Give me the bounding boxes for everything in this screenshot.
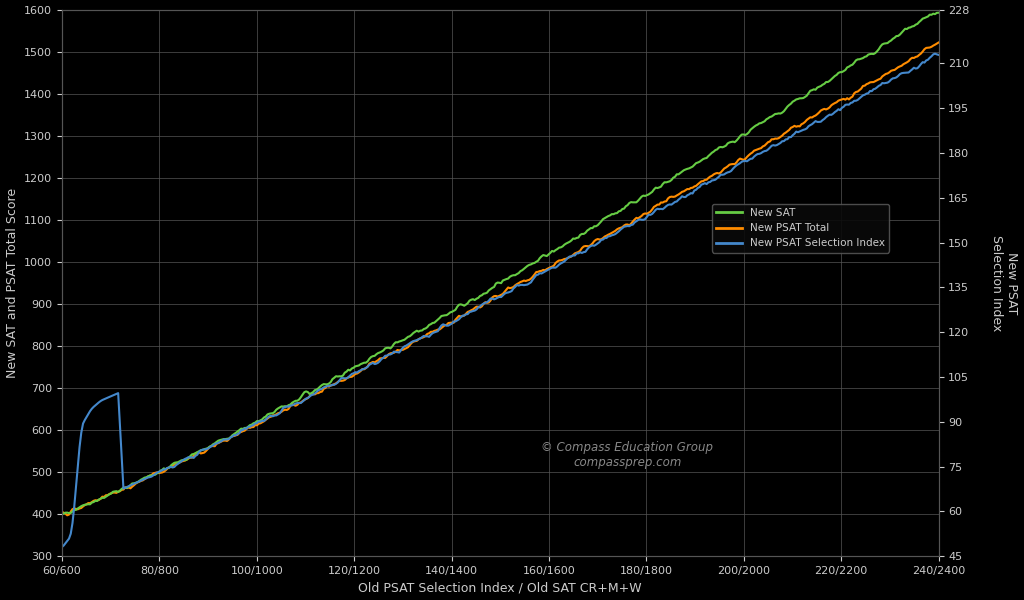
Legend: New SAT, New PSAT Total, New PSAT Selection Index: New SAT, New PSAT Total, New PSAT Select… [712, 204, 890, 253]
Text: © Compass Education Group
compassprep.com: © Compass Education Group compassprep.co… [542, 441, 714, 469]
X-axis label: Old PSAT Selection Index / Old SAT CR+M+W: Old PSAT Selection Index / Old SAT CR+M+… [358, 581, 642, 595]
Y-axis label: New PSAT
Selection Index: New PSAT Selection Index [990, 235, 1019, 331]
Y-axis label: New SAT and PSAT Total Score: New SAT and PSAT Total Score [5, 188, 18, 378]
